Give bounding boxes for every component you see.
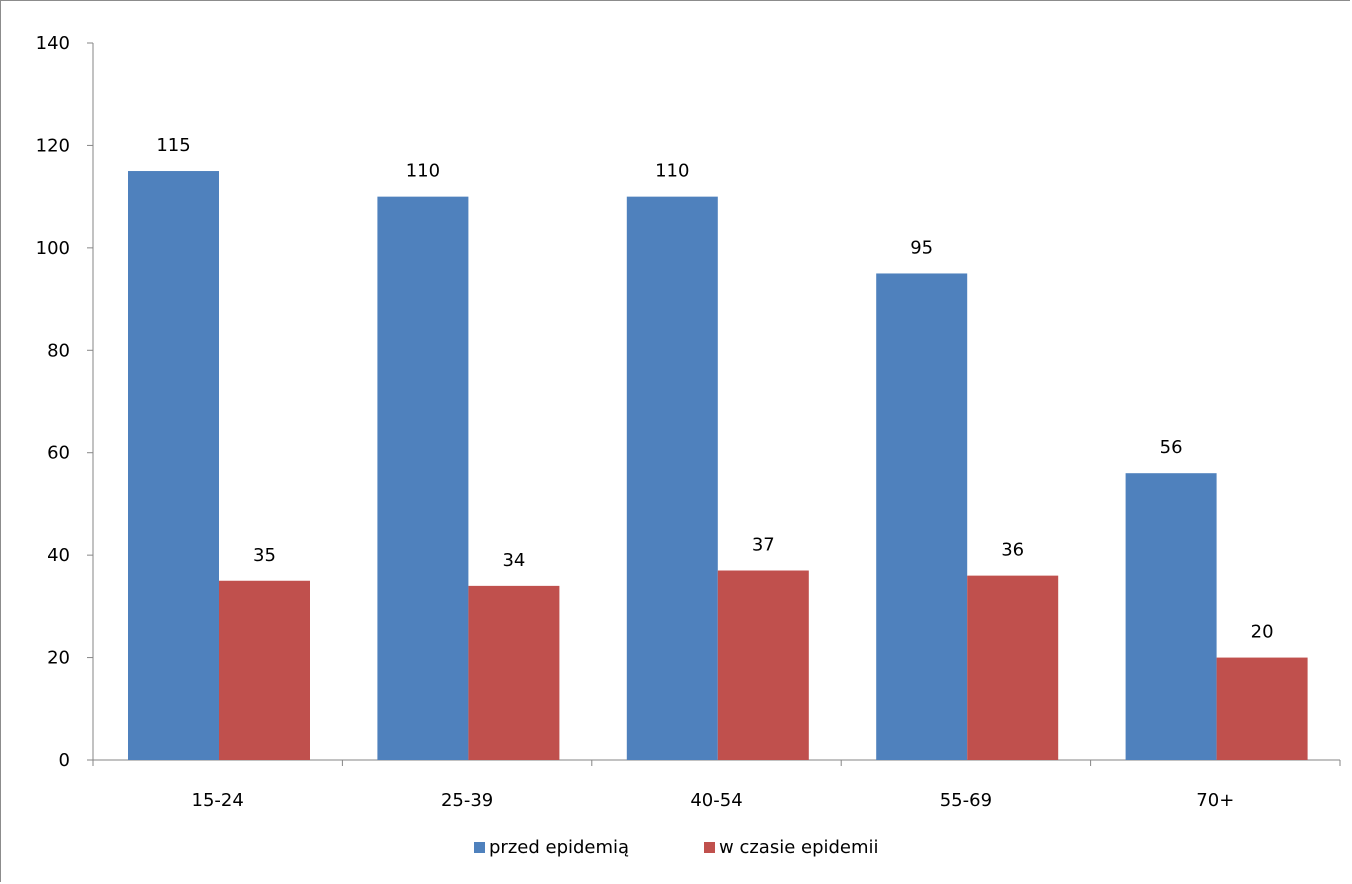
legend-label: przed epidemią bbox=[489, 837, 629, 858]
bar-w-czasie bbox=[219, 580, 310, 760]
x-tick-label: 40-54 bbox=[690, 790, 742, 811]
legend-swatch bbox=[474, 842, 485, 853]
bar-przed bbox=[876, 273, 968, 760]
data-label: 20 bbox=[1251, 622, 1274, 643]
legend-label: w czasie epidemii bbox=[719, 837, 879, 858]
y-tick-label: 20 bbox=[47, 648, 70, 669]
y-tick-label: 0 bbox=[59, 750, 70, 771]
bar-przed bbox=[626, 196, 718, 761]
bar-przed bbox=[128, 171, 219, 761]
data-label: 115 bbox=[156, 135, 190, 156]
data-label: 110 bbox=[406, 161, 440, 182]
y-tick-label: 80 bbox=[47, 340, 70, 361]
data-label: 36 bbox=[1001, 540, 1024, 561]
y-tick-label: 120 bbox=[36, 135, 70, 156]
bar-w-czasie bbox=[967, 575, 1059, 760]
x-tick-label: 25-39 bbox=[441, 790, 493, 811]
y-tick-label: 40 bbox=[47, 545, 70, 566]
y-tick-label: 140 bbox=[36, 33, 70, 54]
bar-w-czasie bbox=[1216, 657, 1308, 760]
legend-swatch bbox=[704, 842, 715, 853]
data-label: 95 bbox=[910, 237, 933, 258]
x-tick-label: 55-69 bbox=[940, 790, 992, 811]
data-label: 37 bbox=[752, 535, 775, 556]
data-label: 110 bbox=[655, 161, 689, 182]
data-label: 56 bbox=[1160, 437, 1183, 458]
data-label: 34 bbox=[502, 550, 525, 571]
y-tick-label: 100 bbox=[36, 238, 70, 259]
bar-w-czasie bbox=[468, 585, 560, 760]
x-tick-label: 70+ bbox=[1196, 790, 1234, 811]
y-tick-label: 60 bbox=[47, 443, 70, 464]
bar-w-czasie bbox=[717, 570, 809, 760]
bar-przed bbox=[377, 196, 469, 761]
x-tick-label: 15-24 bbox=[192, 790, 244, 811]
data-label: 35 bbox=[253, 545, 276, 566]
bar-przed bbox=[1125, 473, 1217, 760]
